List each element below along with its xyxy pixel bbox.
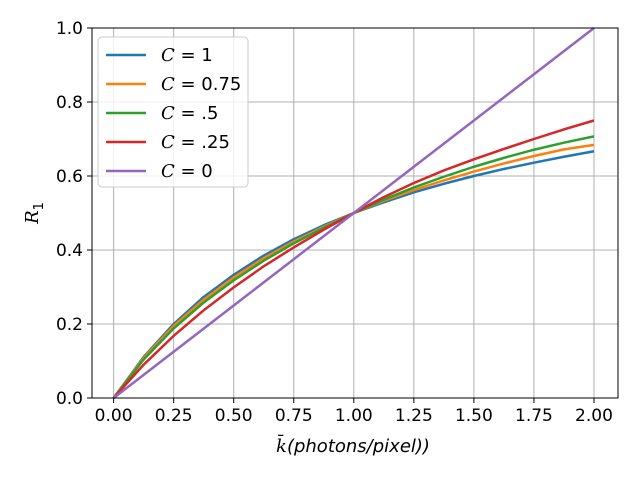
legend-entry: C = .25: [161, 132, 230, 153]
legend-box: [97, 36, 249, 188]
y-tick-label: 0.4: [56, 241, 83, 261]
x-tick-label: 1.50: [455, 406, 493, 426]
x-tick-label: 0.25: [155, 406, 193, 426]
x-axis: 0.00 0.25 0.50 0.75 1.00 1.25 1.50 1.75 2.00: [95, 398, 613, 426]
y-tick-label: 0.2: [56, 315, 83, 335]
x-tick-label: 0.75: [275, 406, 313, 426]
y-tick-label: 1.0: [56, 19, 83, 39]
x-tick-label: 1.75: [515, 406, 553, 426]
x-tick-label: 0.50: [215, 406, 253, 426]
x-axis-label: k̄(photons/pixel)): [276, 433, 430, 457]
x-tick-label: 1.00: [335, 406, 373, 426]
series-line: [112, 27, 595, 399]
y-tick-label: 0.6: [56, 167, 83, 187]
legend: C = 1 C = 0.75 C = .5 C = .25 C = 0: [97, 36, 249, 188]
legend-entry: C = 1: [161, 45, 213, 66]
y-axis-label: R1: [22, 202, 47, 225]
plot-frame: [91, 27, 619, 399]
y-axis: 0.0 0.2 0.4 0.6 0.8 1.0: [56, 19, 92, 409]
legend-entry: C = .5: [161, 103, 218, 124]
legend-entry: C = 0: [161, 161, 213, 182]
x-tick-label: 0.00: [95, 406, 133, 426]
series-layer: [112, 27, 595, 399]
y-tick-label: 0.0: [56, 389, 83, 409]
x-tick-label: 2.00: [575, 406, 613, 426]
legend-entry: C = 0.75: [161, 74, 241, 95]
y-tick-label: 0.8: [56, 93, 83, 113]
x-tick-label: 1.25: [395, 406, 433, 426]
